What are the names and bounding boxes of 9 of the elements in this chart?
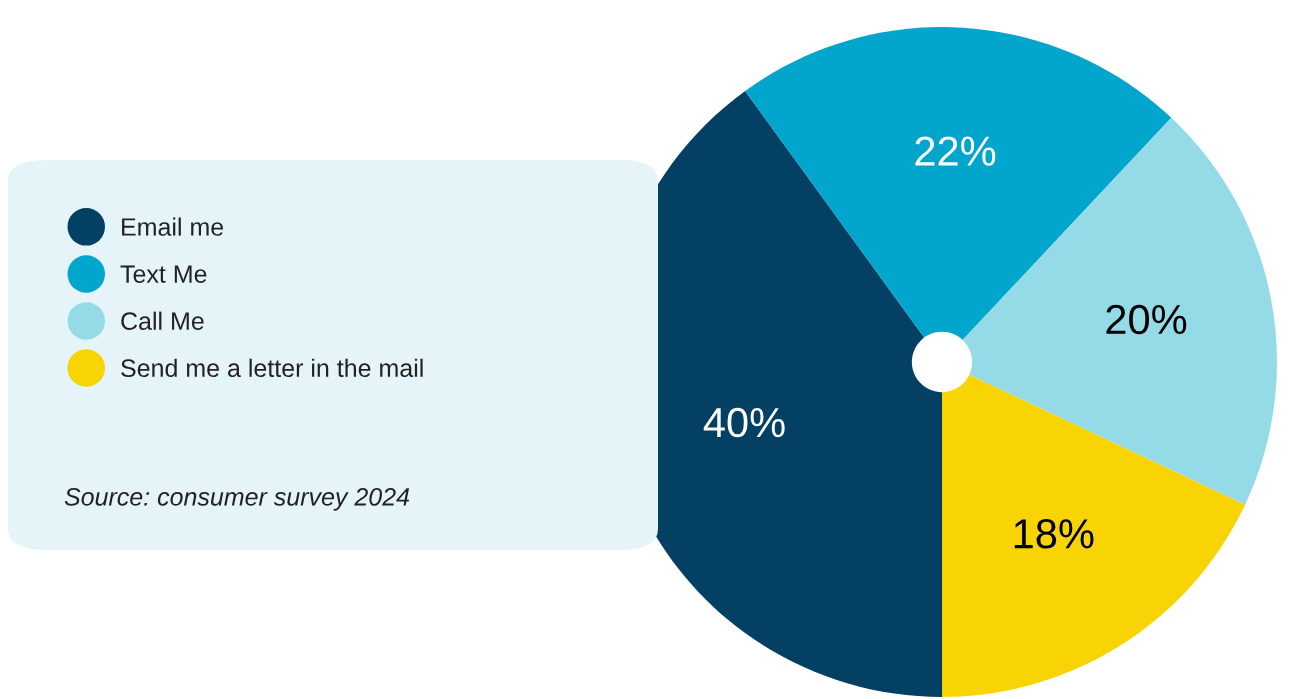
data-label: 22% [915, 136, 996, 166]
legend-label: Call Me [121, 311, 204, 330]
source-note: Source: consumer survey 2024 [64, 488, 410, 511]
legend-label: Send me a letter in the mail [121, 358, 423, 378]
legend-label: Email me [122, 217, 224, 236]
data-label: 18% [1014, 519, 1094, 549]
data-label: 20% [1106, 304, 1187, 335]
data-label: 40% [703, 407, 785, 438]
legend-label: Text Me [120, 265, 207, 283]
